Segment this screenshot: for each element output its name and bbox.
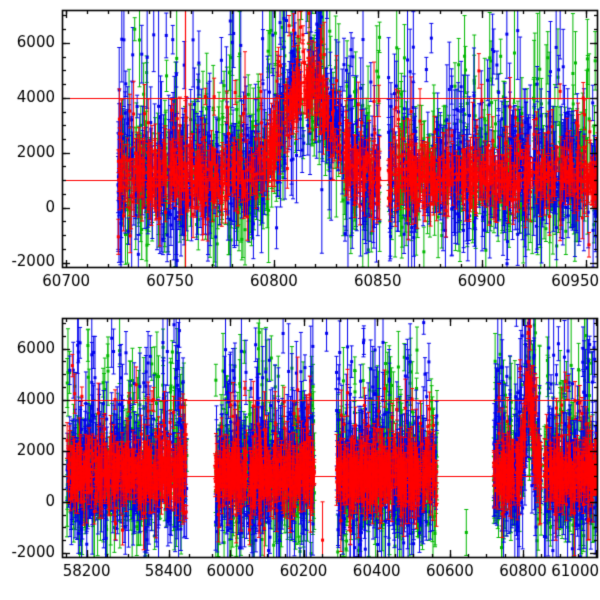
recent-season-lightcurve-canvas <box>0 0 600 300</box>
long-term-panel <box>0 300 600 600</box>
recent-season-panel <box>0 0 600 300</box>
long-term-lightcurve-canvas <box>0 300 600 600</box>
